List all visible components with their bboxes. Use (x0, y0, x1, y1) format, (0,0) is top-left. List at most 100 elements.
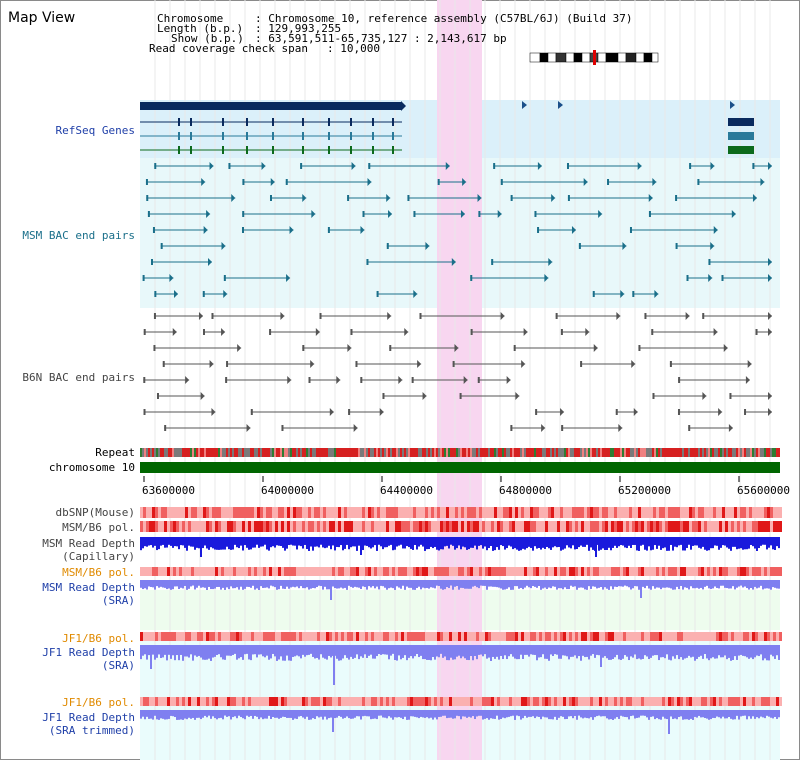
read-depth-bar (342, 537, 344, 551)
polymorphism-cell (722, 521, 725, 532)
polymorphism-cell (236, 697, 239, 706)
polymorphism-cell (650, 567, 653, 576)
polymorphism-cell (278, 567, 281, 576)
read-depth-bar (672, 645, 674, 657)
polymorphism-cell (764, 697, 767, 706)
polymorphism-cell (587, 632, 590, 641)
polymorphism-cell (611, 507, 614, 518)
read-depth-bar (724, 580, 726, 588)
read-depth-bar (616, 580, 618, 588)
track-label-jf1-b6-pol-2[interactable]: JF1/B6 pol. (62, 696, 135, 709)
read-depth-bar (216, 537, 218, 550)
polymorphism-cell (689, 632, 692, 641)
repeat-cell (402, 448, 404, 457)
repeat-cell (324, 448, 326, 457)
read-depth-bar (420, 580, 422, 590)
polymorphism-cell (617, 697, 620, 706)
chromosome-value: : Chromosome 10, reference assembly (C57… (255, 12, 633, 25)
track-label-msm-depth-capillary[interactable]: MSM Read Depth (42, 537, 135, 550)
track-label-b6n-bac[interactable]: B6N BAC end pairs (22, 371, 135, 384)
read-depth-bar (474, 645, 476, 656)
bac-end-marker (351, 162, 356, 170)
read-depth-bar (252, 537, 254, 548)
polymorphism-cell (146, 567, 149, 576)
read-depth-bar (658, 537, 660, 546)
polymorphism-cell (608, 632, 611, 641)
polymorphism-cell (500, 697, 503, 706)
read-depth-bar (618, 645, 620, 660)
polymorphism-cell (278, 697, 281, 706)
polymorphism-cell (542, 507, 545, 518)
gene-exon (302, 146, 304, 154)
track-label-refseq[interactable]: RefSeq Genes (55, 124, 135, 137)
bac-end-marker (269, 195, 272, 201)
polymorphism-cell (581, 697, 584, 706)
polymorphism-cell (224, 697, 227, 706)
read-depth-bar (246, 580, 248, 587)
read-depth-bar (234, 580, 236, 589)
read-depth-bar (756, 537, 758, 551)
polymorphism-cell (332, 697, 335, 706)
polymorphism-cell (479, 632, 482, 641)
polymorphism-cell (566, 697, 569, 706)
read-depth-bar (598, 537, 600, 551)
read-depth-bar (370, 537, 372, 549)
polymorphism-cell (701, 632, 704, 641)
repeat-cell (552, 448, 554, 457)
read-depth-bar (154, 537, 156, 546)
track-label-msm-depth-sra[interactable]: MSM Read Depth (42, 581, 135, 594)
polymorphism-cell (419, 521, 422, 532)
polymorphism-cell (536, 507, 539, 518)
read-depth-bar (370, 580, 372, 588)
bac-end-marker (593, 344, 598, 352)
read-depth-bar (430, 580, 432, 588)
polymorphism-cell (203, 697, 206, 706)
polymorphism-cell (479, 507, 482, 518)
polymorphism-cell (476, 697, 479, 706)
polymorphism-cell (200, 632, 203, 641)
repeat-cell (572, 448, 574, 457)
polymorphism-cell (530, 521, 533, 532)
track-label-dbsnp[interactable]: dbSNP(Mouse) (55, 506, 135, 519)
polymorphism-cell (428, 697, 431, 706)
read-depth-bar (302, 580, 304, 589)
read-depth-bar (532, 580, 534, 587)
read-depth-bar (564, 537, 566, 549)
polymorphism-cell (764, 521, 767, 532)
bac-end-marker (637, 162, 642, 170)
read-depth-bar (278, 710, 280, 719)
polymorphism-cell (359, 521, 362, 532)
axis-tick-label: 64800000 (499, 484, 552, 497)
track-label-jf1-depth-trimmed[interactable]: JF1 Read Depth (42, 711, 135, 724)
read-depth-bar (376, 580, 378, 587)
read-depth-bar (732, 710, 734, 720)
read-depth-bar (196, 580, 198, 588)
read-depth-bar (458, 710, 460, 717)
polymorphism-cell (413, 697, 416, 706)
polymorphism-cell (374, 697, 377, 706)
read-depth-bar (320, 537, 322, 545)
polymorphism-cell (341, 567, 344, 576)
read-depth-bar (322, 710, 324, 720)
read-depth-bar (328, 710, 330, 719)
polymorphism-cell (554, 567, 557, 576)
track-label-jf1-b6-pol-1[interactable]: JF1/B6 pol. (62, 632, 135, 645)
read-depth-bar (200, 710, 202, 720)
repeat-cell (288, 448, 290, 457)
read-depth-bar (238, 710, 240, 716)
polymorphism-cell (260, 697, 263, 706)
polymorphism-cell (710, 632, 713, 641)
polymorphism-cell (266, 632, 269, 641)
polymorphism-cell (686, 697, 689, 706)
track-label-msm-bac[interactable]: MSM BAC end pairs (22, 229, 135, 242)
track-label-msm-b6-pol-1[interactable]: MSM/B6 pol. (62, 521, 135, 534)
polymorphism-cell (563, 632, 566, 641)
read-depth-bar (420, 537, 422, 545)
polymorphism-cell (386, 697, 389, 706)
polymorphism-cell (257, 507, 260, 518)
read-depth-bar (566, 645, 568, 657)
read-depth-bar (164, 580, 166, 588)
track-label-jf1-depth-sra[interactable]: JF1 Read Depth (42, 646, 135, 659)
track-label-msm-b6-pol-2[interactable]: MSM/B6 pol. (62, 566, 135, 579)
read-depth-bar (164, 537, 166, 548)
